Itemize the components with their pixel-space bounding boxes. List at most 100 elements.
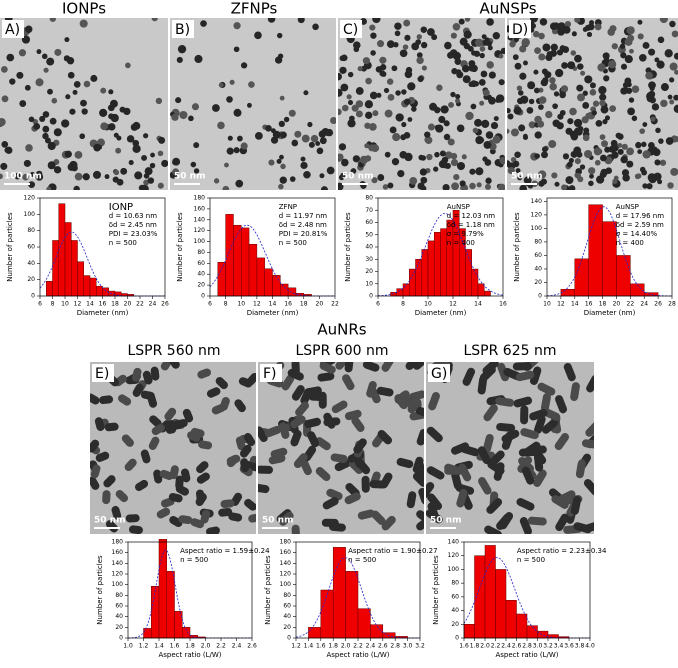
rod: [396, 457, 414, 469]
particle: [507, 160, 511, 167]
rod: [319, 362, 336, 374]
particle: [551, 172, 558, 179]
y-tick-label: 60: [115, 603, 123, 610]
y-tick-label: 0: [538, 293, 542, 300]
particle: [193, 142, 200, 149]
particle: [571, 31, 577, 37]
particle: [537, 170, 547, 179]
x-tick-label: 1.8: [470, 643, 480, 650]
particle: [599, 134, 606, 140]
particle: [660, 99, 668, 108]
particle: [513, 106, 522, 115]
y-tick-label: 40: [115, 613, 123, 620]
rod: [206, 526, 220, 534]
particle: [265, 125, 272, 132]
rod: [168, 362, 180, 369]
particle: [448, 101, 455, 108]
x-tick-label: 3.6: [564, 643, 574, 650]
particle: [364, 143, 370, 149]
annotation: AuNSP: [616, 203, 639, 211]
rod: [168, 492, 183, 503]
y-tick-label: 60: [27, 244, 35, 251]
particle: [594, 159, 601, 166]
x-tick-label: 12: [253, 301, 261, 308]
particle: [642, 183, 648, 189]
particle: [104, 174, 110, 180]
x-tick-label: 12: [74, 301, 82, 308]
panel-label: E): [95, 366, 109, 382]
particle: [450, 32, 457, 39]
plot-frame: [127, 541, 253, 639]
y-axis-label: Number of particles: [264, 555, 272, 625]
rod: [315, 467, 331, 482]
y-tick-label: 40: [534, 265, 542, 272]
particle: [674, 69, 678, 75]
rod: [406, 491, 417, 509]
particle: [656, 60, 665, 69]
particle: [574, 158, 581, 165]
rod: [115, 490, 129, 503]
particle: [393, 42, 399, 48]
bar: [495, 569, 507, 639]
rod: [348, 459, 364, 474]
scale-bar-label: 50 nm: [342, 172, 373, 182]
x-tick-label: 6: [208, 301, 212, 308]
x-tick-label: 3.2: [415, 643, 425, 650]
particle: [522, 134, 529, 141]
y-tick-label: 100: [531, 225, 543, 232]
particle: [143, 173, 150, 179]
particle: [340, 172, 346, 178]
particle: [641, 141, 647, 148]
panel-label: A): [5, 22, 20, 38]
particle: [39, 115, 46, 122]
rod: [583, 479, 594, 496]
y-tick-label: 180: [280, 539, 292, 546]
particle: [482, 89, 490, 97]
particle: [516, 97, 524, 105]
bar: [264, 268, 273, 297]
particle: [541, 151, 549, 159]
particle: [369, 91, 378, 100]
annotation: σ = 14.40%: [616, 230, 658, 238]
particle: [539, 18, 548, 26]
particle: [18, 49, 27, 57]
bar: [484, 545, 496, 639]
scale-bar-label: 50 nm: [511, 172, 542, 182]
particle: [372, 18, 381, 24]
particle: [267, 18, 276, 23]
y-axis-label: Number of particles: [176, 212, 184, 282]
particle: [424, 131, 431, 138]
particle: [307, 121, 313, 128]
fit-curve: [39, 231, 165, 297]
y-tick-label: 120: [531, 211, 543, 218]
rod: [334, 459, 351, 472]
rod: [540, 393, 551, 412]
particle: [655, 127, 661, 134]
particle: [364, 100, 374, 109]
y-tick-label: 100: [448, 566, 460, 573]
particle: [534, 47, 541, 55]
particle: [218, 82, 224, 88]
particle: [369, 24, 376, 31]
y-tick-label: 80: [115, 592, 123, 599]
x-axis-label: Aspect ratio (L/W): [158, 651, 221, 659]
bar: [477, 283, 485, 297]
rod: [376, 386, 394, 397]
rod: [497, 362, 510, 382]
particle: [427, 123, 435, 131]
x-tick-label: 20: [613, 301, 621, 308]
rod: [228, 512, 243, 522]
rod: [527, 445, 547, 455]
particle: [379, 56, 387, 64]
particle: [226, 96, 233, 103]
particle: [429, 102, 438, 111]
particle: [391, 158, 400, 166]
particle: [347, 71, 354, 78]
particle: [74, 172, 83, 181]
particle: [35, 78, 44, 87]
particle: [375, 66, 383, 73]
particle: [599, 93, 607, 101]
y-tick-label: 60: [197, 260, 205, 267]
x-tick-label: 2.8: [390, 643, 400, 650]
particle: [49, 18, 56, 22]
